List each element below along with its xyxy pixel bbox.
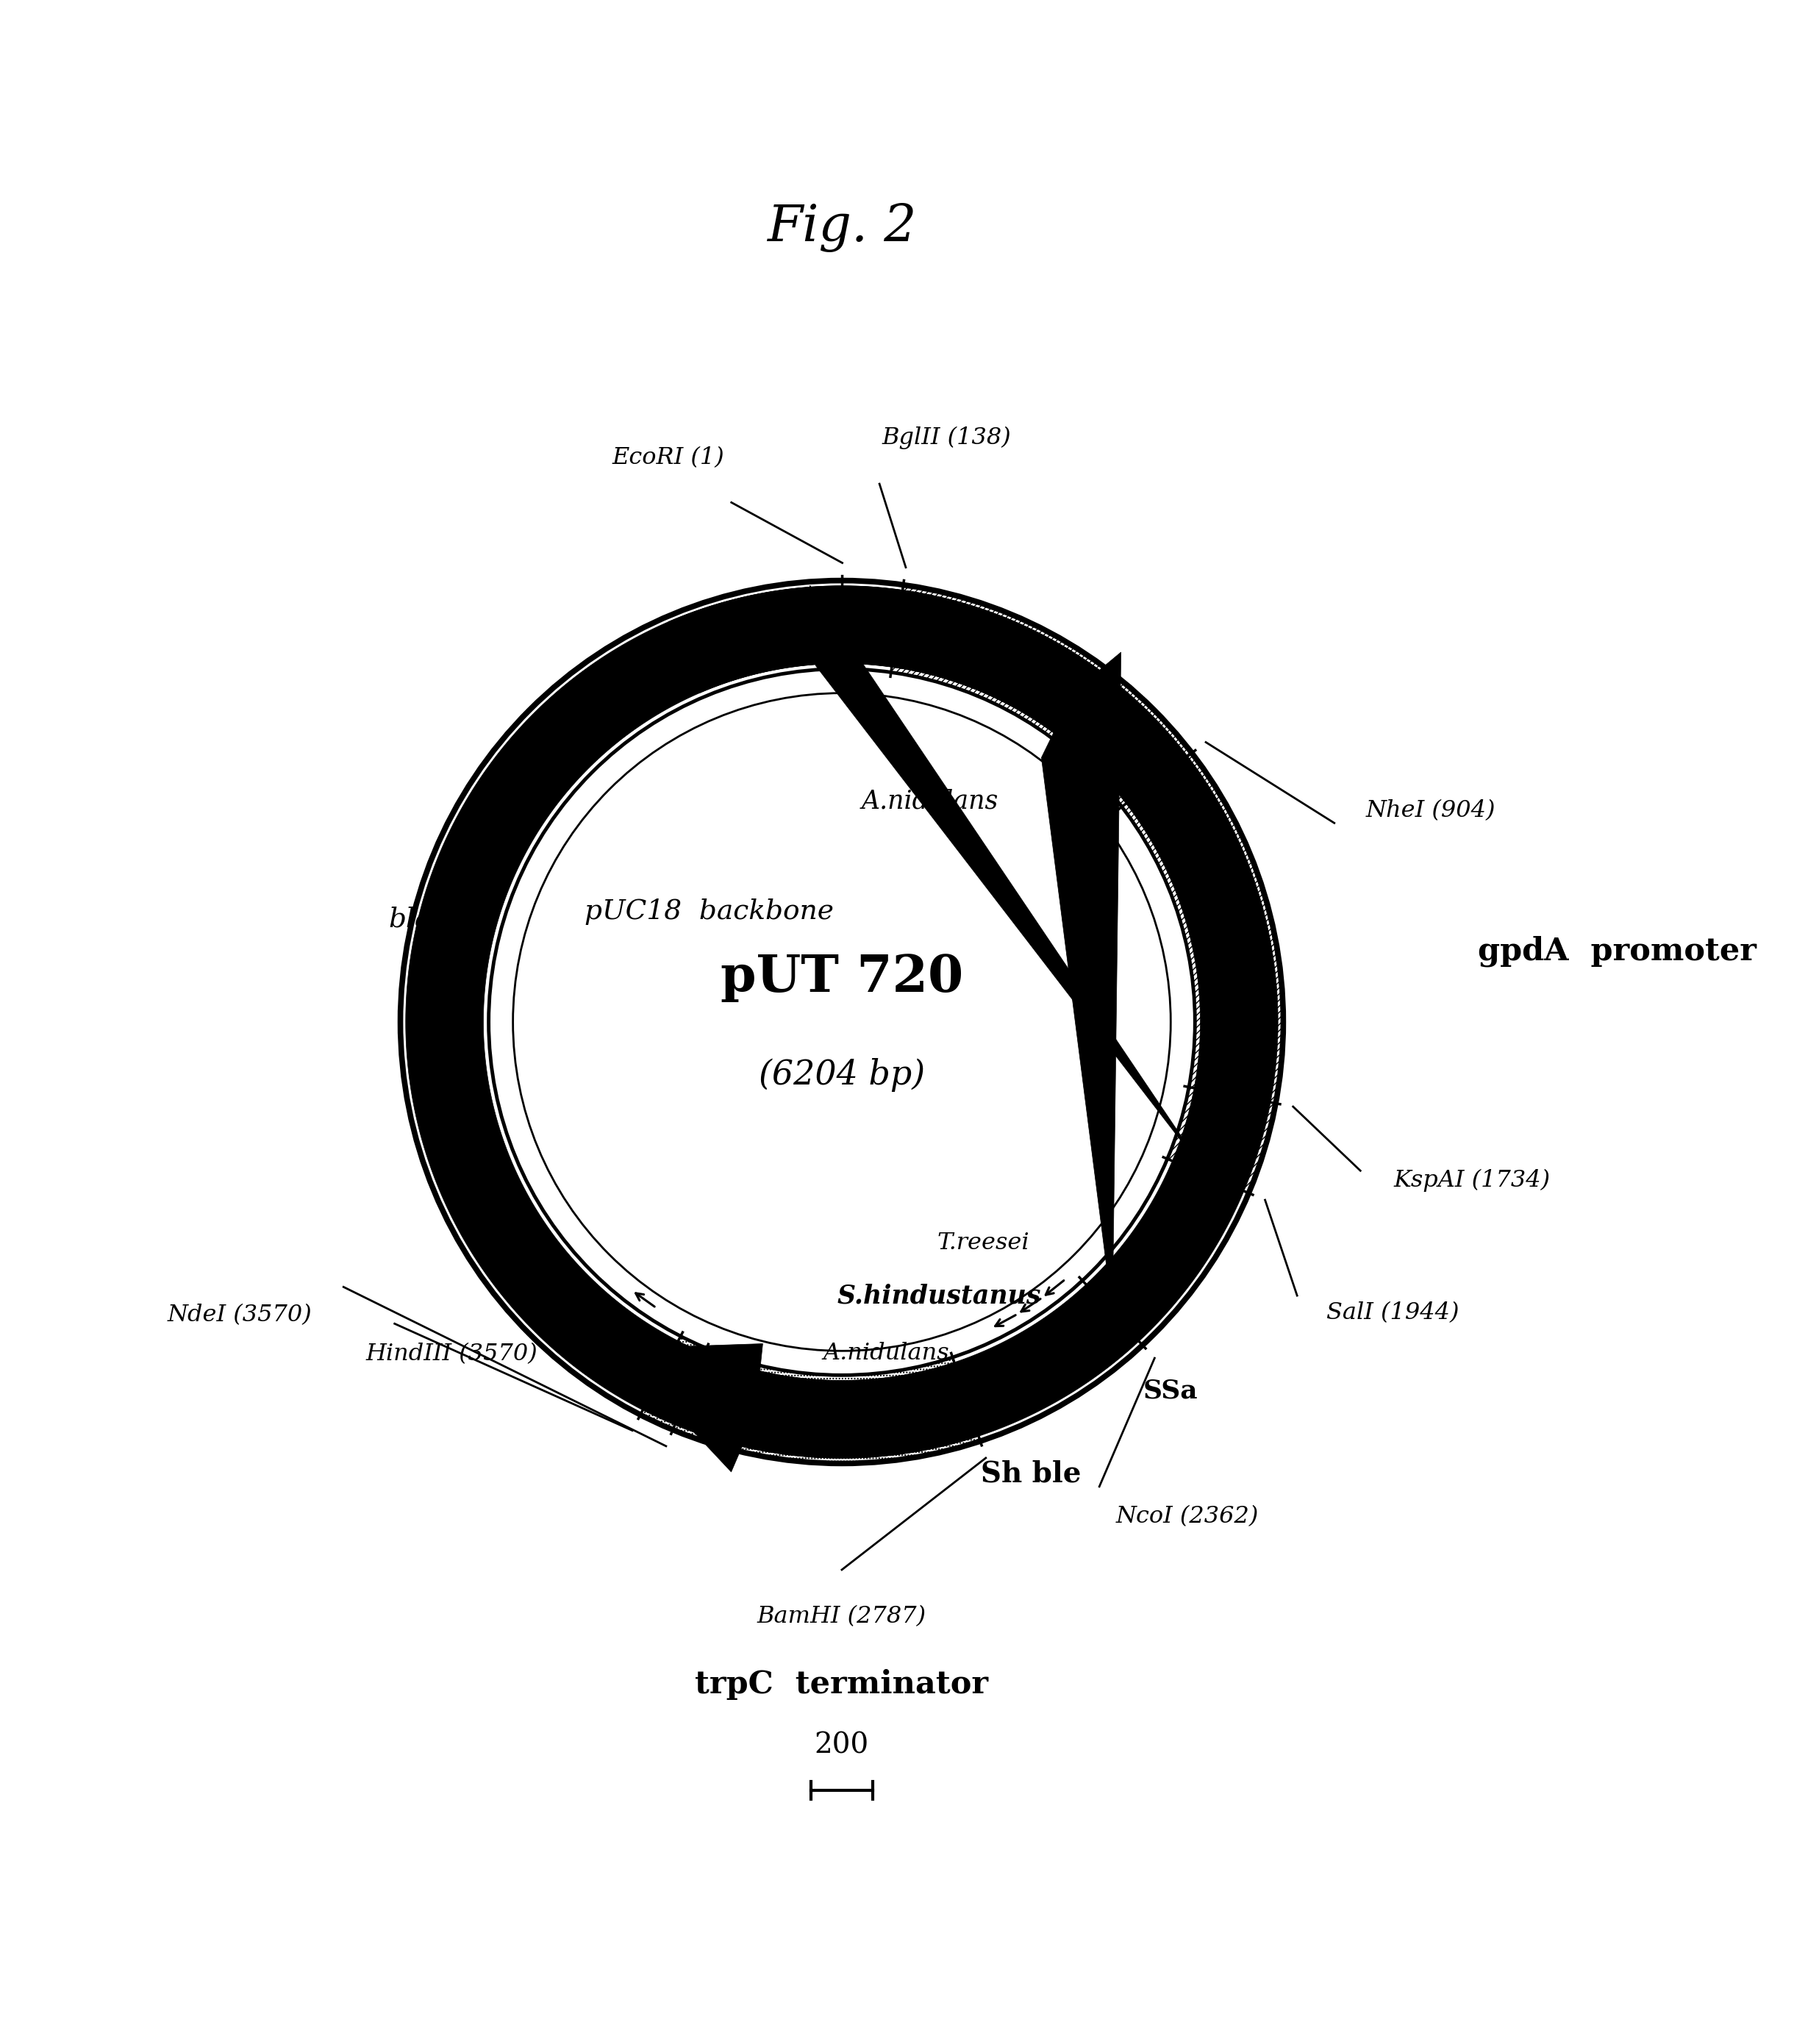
Text: NdeI (3570): NdeI (3570) [167, 1304, 312, 1327]
Text: BamHI (2787): BamHI (2787) [757, 1605, 926, 1627]
Text: NheI (904): NheI (904) [1365, 799, 1496, 822]
Text: T.reesei: T.reesei [936, 1230, 1030, 1255]
Text: gpdA  promoter: gpdA promoter [1478, 936, 1756, 967]
Text: pUC18  backbone: pUC18 backbone [585, 899, 834, 924]
Polygon shape [405, 587, 1121, 1457]
Text: A.nidulans: A.nidulans [823, 1341, 949, 1365]
Text: S.hindustanus: S.hindustanus [838, 1284, 1041, 1308]
Polygon shape [892, 585, 1283, 1194]
Text: (6204 bp): (6204 bp) [759, 1059, 926, 1091]
Text: trpC  terminator: trpC terminator [694, 1668, 988, 1701]
Text: EcoRI (1): EcoRI (1) [612, 446, 725, 470]
Polygon shape [420, 585, 1207, 1445]
Text: A.nidulans: A.nidulans [861, 789, 999, 814]
Text: pUT 720: pUT 720 [721, 953, 963, 1002]
Text: KspAI (1734): KspAI (1734) [1394, 1169, 1550, 1192]
Text: Fig. 2: Fig. 2 [768, 202, 917, 251]
Text: HindIII (3570): HindIII (3570) [366, 1343, 538, 1365]
Text: Sh ble: Sh ble [981, 1459, 1082, 1488]
Text: SSa: SSa [1143, 1378, 1198, 1404]
Text: NcoI (2362): NcoI (2362) [1116, 1504, 1259, 1527]
Polygon shape [615, 587, 1277, 1472]
Text: BglII (138): BglII (138) [883, 427, 1012, 450]
Polygon shape [400, 580, 1283, 1464]
Polygon shape [640, 1337, 980, 1464]
Text: 200: 200 [814, 1731, 868, 1760]
Text: bla: bla [389, 905, 432, 932]
Text: SalI (1944): SalI (1944) [1326, 1302, 1459, 1325]
